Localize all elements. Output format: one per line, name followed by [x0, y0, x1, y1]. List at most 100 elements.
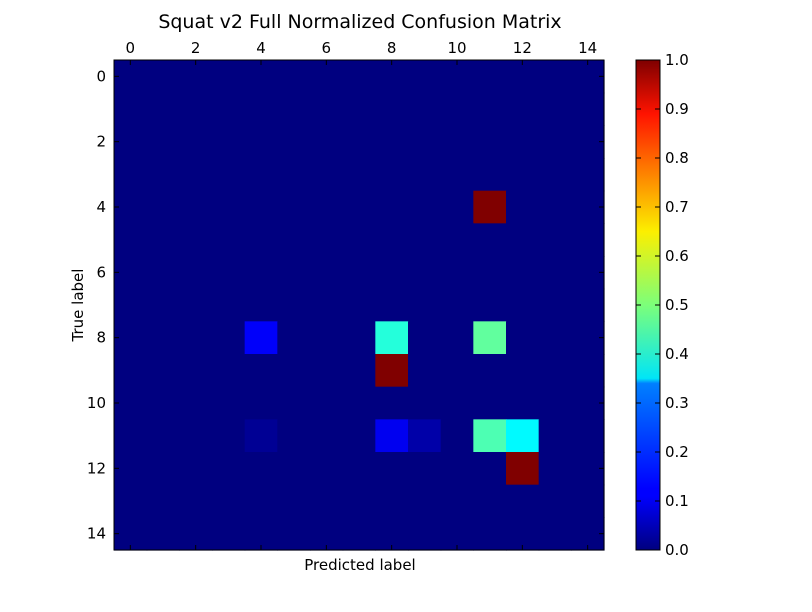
heatmap-cell — [440, 484, 474, 518]
x-tick-label: 2 — [191, 39, 201, 57]
heatmap-cell — [244, 288, 278, 322]
heatmap-cell — [408, 517, 442, 551]
y-tick-label: 4 — [96, 198, 106, 216]
heatmap-cell — [571, 223, 605, 257]
heatmap-cell — [310, 419, 344, 453]
heatmap-cell — [440, 288, 474, 322]
y-tick-label: 2 — [96, 133, 106, 151]
heatmap-cell — [277, 158, 311, 192]
heatmap-cell — [310, 484, 344, 518]
heatmap-cell — [408, 452, 442, 486]
heatmap-cell — [506, 92, 540, 126]
colorbar-tick-label: 0.1 — [665, 492, 689, 510]
heatmap-cell — [179, 158, 213, 192]
heatmap-cell — [538, 354, 572, 388]
heatmap-cell — [277, 484, 311, 518]
heatmap-cell — [571, 484, 605, 518]
heatmap-cell — [473, 158, 507, 192]
heatmap-cell — [473, 517, 507, 551]
heatmap-cell — [146, 256, 180, 290]
heatmap-cell — [538, 158, 572, 192]
heatmap-cell — [277, 92, 311, 126]
heatmap-cell — [244, 354, 278, 388]
heatmap-cell — [342, 321, 376, 355]
heatmap-cell — [440, 452, 474, 486]
x-tick-label: 8 — [387, 39, 397, 57]
heatmap-cell — [310, 452, 344, 486]
heatmap-cell — [375, 452, 409, 486]
heatmap-cell — [212, 190, 246, 224]
heatmap-cell — [473, 256, 507, 290]
y-tick-label: 6 — [96, 263, 106, 281]
heatmap-cell — [310, 321, 344, 355]
heatmap-cell — [473, 223, 507, 257]
x-tick-label: 14 — [578, 39, 597, 57]
heatmap-cell — [342, 354, 376, 388]
heatmap-cell — [212, 517, 246, 551]
heatmap-cell — [538, 256, 572, 290]
heatmap-cell — [473, 452, 507, 486]
heatmap-cell — [440, 354, 474, 388]
heatmap-cell — [506, 321, 540, 355]
heatmap-cell — [179, 92, 213, 126]
heatmap-cell — [538, 484, 572, 518]
heatmap-cell — [179, 125, 213, 159]
heatmap-cell — [375, 484, 409, 518]
heatmap-cell — [146, 60, 180, 94]
heatmap-cell — [310, 386, 344, 420]
y-tick-label: 8 — [96, 329, 106, 347]
colorbar-ticks: 0.0 0.1 0.2 0.3 0.4 0.5 0.6 0.7 0.8 0.9 1.0 — [636, 51, 689, 559]
heatmap-cell — [277, 321, 311, 355]
x-tick-label: 12 — [513, 39, 532, 57]
heatmap-cell — [375, 288, 409, 322]
heatmap-cell — [146, 288, 180, 322]
heatmap-cell — [212, 452, 246, 486]
heatmap-cell — [408, 223, 442, 257]
heatmap-cell — [212, 125, 246, 159]
heatmap-cell — [342, 223, 376, 257]
heatmap-cell — [538, 125, 572, 159]
heatmap-cell — [212, 484, 246, 518]
heatmap-cell — [244, 158, 278, 192]
heatmap-cell — [342, 158, 376, 192]
heatmap-cell — [114, 92, 148, 126]
heatmap-cell — [538, 321, 572, 355]
heatmap-cell — [440, 190, 474, 224]
heatmap-cell — [506, 484, 540, 518]
heatmap-cell — [375, 158, 409, 192]
heatmap-cell — [146, 125, 180, 159]
heatmap-cell — [538, 288, 572, 322]
heatmap-cell — [538, 452, 572, 486]
heatmap-cell — [146, 452, 180, 486]
heatmap-cell — [277, 125, 311, 159]
heatmap-cell — [375, 223, 409, 257]
heatmap-cell — [179, 484, 213, 518]
colorbar-tick-label: 0.6 — [665, 247, 689, 265]
colorbar-tick-label: 0.4 — [665, 345, 689, 363]
heatmap-cell — [473, 321, 507, 355]
heatmap-cell — [212, 288, 246, 322]
heatmap-cell — [212, 223, 246, 257]
heatmap-cell — [179, 386, 213, 420]
heatmap-cells — [114, 60, 605, 551]
heatmap-cell — [538, 517, 572, 551]
heatmap-cell — [408, 60, 442, 94]
heatmap-cell — [244, 125, 278, 159]
x-tick-label: 10 — [447, 39, 466, 57]
heatmap-cell — [310, 288, 344, 322]
heatmap-cell — [408, 92, 442, 126]
heatmap-cell — [179, 321, 213, 355]
colorbar-tick-label: 0.7 — [665, 198, 689, 216]
heatmap-cell — [408, 158, 442, 192]
heatmap-cell — [114, 321, 148, 355]
colorbar-tick-label: 0.8 — [665, 149, 689, 167]
heatmap-cell — [440, 256, 474, 290]
heatmap-cell — [179, 190, 213, 224]
heatmap-cell — [440, 158, 474, 192]
heatmap-cell — [244, 419, 278, 453]
heatmap-cell — [342, 452, 376, 486]
heatmap-cell — [473, 60, 507, 94]
heatmap-cell — [538, 190, 572, 224]
heatmap-cell — [440, 125, 474, 159]
heatmap-cell — [244, 256, 278, 290]
